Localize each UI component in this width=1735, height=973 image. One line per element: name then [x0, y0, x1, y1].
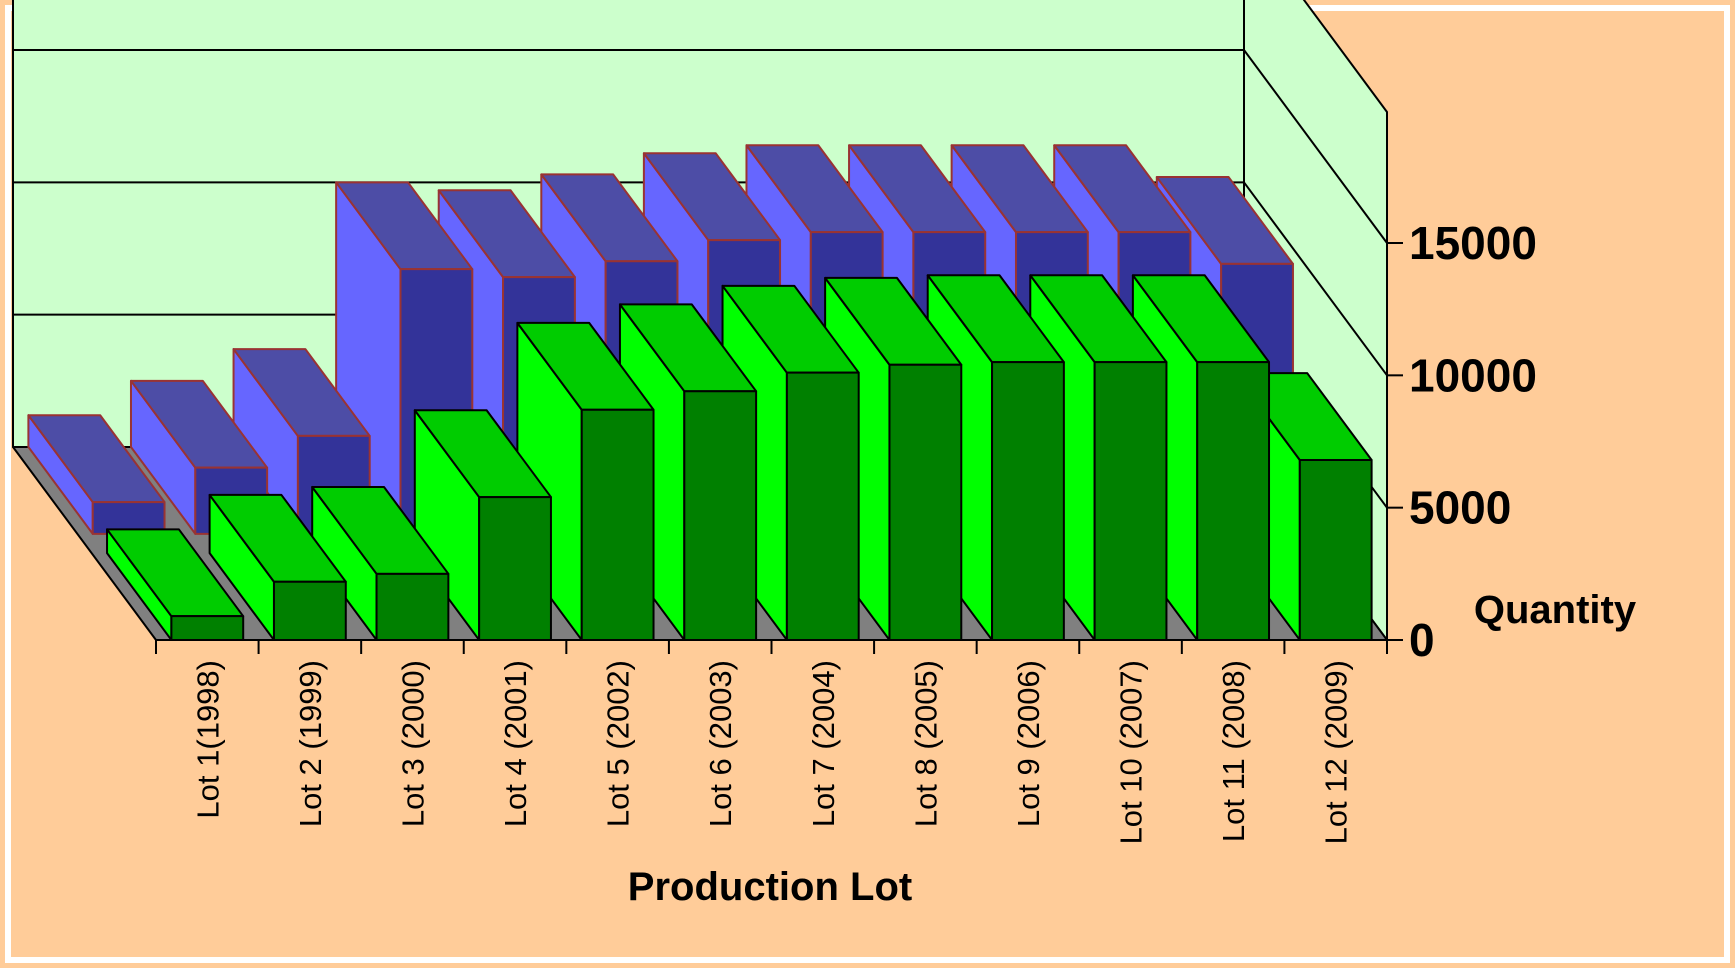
- back-bar-3: [232, 348, 371, 535]
- x-tick-label: Lot 9 (2006): [1011, 660, 1046, 827]
- front-bar-1: [106, 528, 245, 641]
- front-bar-3: [311, 485, 450, 641]
- front-bar-4-front: [478, 496, 552, 641]
- y-tick-label: 0: [1409, 614, 1435, 666]
- front-bar-6-front: [683, 390, 758, 641]
- x-tick-label: Lot 8 (2005): [908, 660, 943, 827]
- gridline: [13, 49, 1388, 244]
- x-axis-title: Production Lot: [628, 865, 912, 909]
- y-axis-title: Quantity: [1474, 588, 1637, 632]
- front-bar-12-front: [1298, 459, 1373, 641]
- chart-axes: 0 5000 10000 15000 Lot 1(1998) Lot 2 (1999) Lo…: [155, 217, 1537, 844]
- front-bar-7-front: [785, 371, 860, 641]
- x-tick-label: Lot 12 (2009): [1319, 660, 1354, 844]
- x-tick-label: Lot 7 (2004): [806, 660, 841, 827]
- series-1-bars: [106, 274, 1373, 641]
- front-bar-11-front: [1196, 361, 1271, 641]
- front-bar-5-front: [580, 408, 655, 641]
- front-bar-2: [208, 493, 347, 641]
- x-tick-label: Lot 11 (2008): [1216, 660, 1251, 842]
- y-tick-label: 5000: [1409, 482, 1511, 534]
- x-tick-label: Lot 6 (2003): [703, 660, 738, 827]
- front-bar-2-front: [272, 580, 347, 641]
- front-bar-1-front: [170, 615, 245, 641]
- x-tick-label: Lot 5 (2002): [601, 660, 636, 827]
- x-tick-label: Lot 1(1998): [190, 660, 225, 819]
- x-tick-label: Lot 2 (1999): [293, 660, 328, 827]
- x-tick-label: Lot 4 (2001): [498, 660, 533, 827]
- y-tick-label: 15000: [1409, 217, 1537, 269]
- front-bar-10-front: [1093, 361, 1168, 641]
- x-tick-label: Lot 10 (2007): [1114, 660, 1149, 844]
- gridline: [13, 181, 1388, 376]
- y-tick-label: 10000: [1409, 349, 1537, 401]
- front-bar-4: [413, 409, 552, 641]
- front-bar-9-front: [991, 361, 1065, 641]
- front-bar-8-front: [888, 363, 963, 641]
- x-tick-label: Lot 3 (2000): [395, 660, 430, 827]
- front-bar-3-front: [375, 572, 450, 641]
